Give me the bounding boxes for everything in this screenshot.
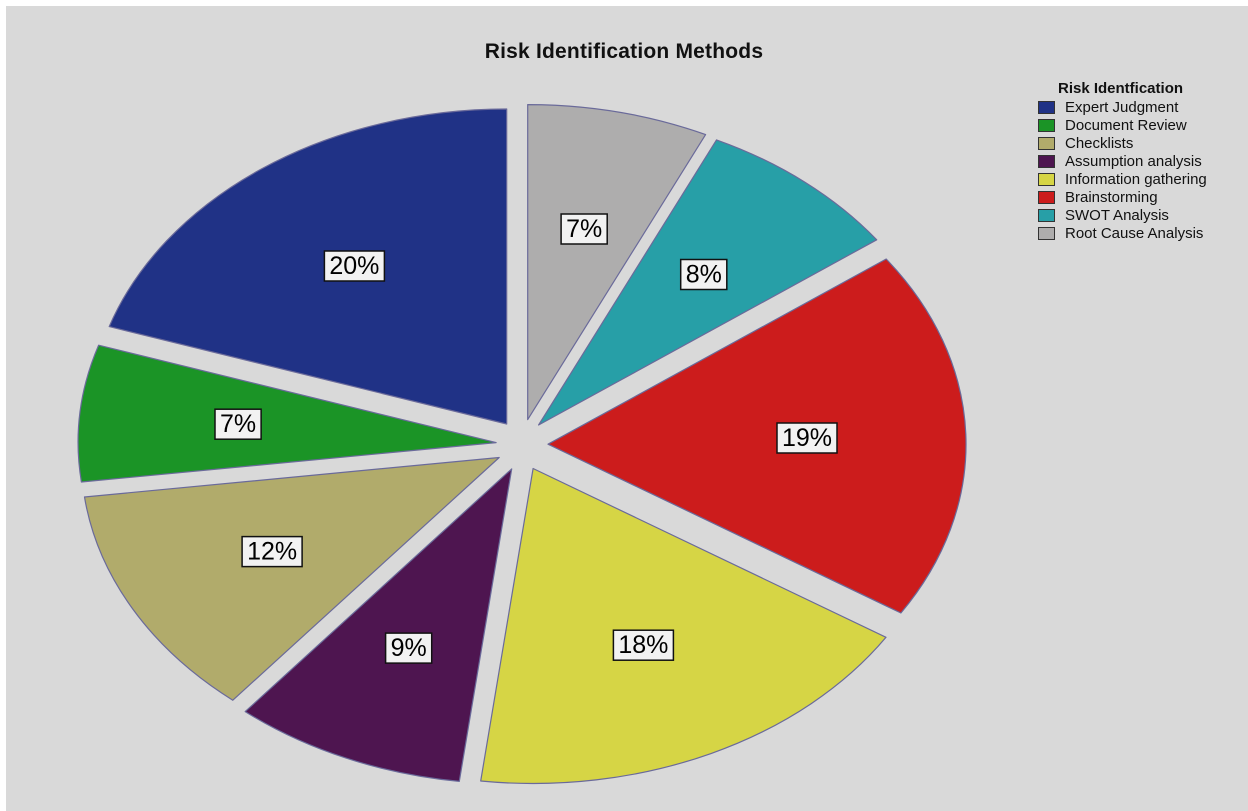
pie-slice-expert-judgment (108, 108, 508, 425)
pie-label-brainstorming: 19% (776, 422, 838, 454)
legend-label-root-cause-analysis: Root Cause Analysis (1065, 224, 1204, 242)
pie-label-root-cause-analysis: 7% (560, 213, 608, 245)
legend-items: Expert Judgment Document Review Checklists… (1038, 98, 1248, 242)
legend-swatch-checklists (1038, 136, 1055, 150)
pie-label-text-assumption-analysis: 9% (391, 634, 427, 662)
pie-label-text-information-gathering: 18% (618, 631, 668, 659)
pie-label-text-brainstorming: 19% (782, 424, 832, 452)
legend-swatch-information-gathering (1038, 172, 1055, 186)
legend-label-document-review: Document Review (1065, 116, 1187, 134)
legend-label-checklists: Checklists (1065, 134, 1134, 152)
pie-slice-information-gathering (480, 467, 887, 785)
legend-title: Risk Identfication (1058, 80, 1184, 97)
pie-label-checklists: 12% (241, 535, 303, 568)
pie-label-box-assumption-analysis (384, 632, 433, 664)
legend-label-swot-analysis: SWOT Analysis (1065, 206, 1169, 224)
pie-label-box-root-cause-analysis (560, 213, 608, 245)
legend-item-swot-analysis: SWOT Analysis (1038, 206, 1248, 224)
pie-label-document-review: 7% (214, 408, 262, 440)
pie-label-box-document-review (214, 408, 262, 440)
legend-item-root-cause-analysis: Root Cause Analysis (1038, 224, 1248, 242)
pie-slice-root-cause-analysis (527, 104, 707, 421)
legend-item-brainstorming: Brainstorming (1038, 188, 1248, 206)
pie-slice-document-review (77, 344, 497, 483)
legend-label-information-gathering: Information gathering (1065, 170, 1207, 188)
legend-item-information-gathering: Information gathering (1038, 170, 1248, 188)
legend-item-checklists: Checklists (1038, 134, 1248, 152)
legend-label-assumption-analysis: Assumption analysis (1065, 152, 1202, 170)
legend-swatch-document-review (1038, 118, 1055, 132)
pie-label-swot-analysis: 8% (679, 258, 728, 291)
pie-label-expert-judgment: 20% (323, 250, 386, 282)
pie-slice-brainstorming (547, 258, 967, 614)
pie-label-information-gathering: 18% (612, 629, 675, 661)
pie-label-text-document-review: 7% (220, 410, 256, 438)
pie-slice-checklists (83, 456, 500, 701)
legend-swatch-assumption-analysis (1038, 154, 1055, 168)
pie-label-text-checklists: 12% (247, 538, 297, 566)
legend-item-expert-judgment: Expert Judgment (1038, 98, 1248, 116)
legend-item-assumption-analysis: Assumption analysis (1038, 152, 1248, 170)
pie-label-box-swot-analysis (679, 258, 728, 291)
pie-label-text-expert-judgment: 20% (329, 252, 379, 280)
legend-item-document-review: Document Review (1038, 116, 1248, 134)
pie-label-box-checklists (241, 535, 303, 568)
legend-label-expert-judgment: Expert Judgment (1065, 98, 1179, 116)
pie-label-box-information-gathering (612, 629, 675, 661)
pie-label-text-root-cause-analysis: 7% (566, 215, 602, 243)
chart-title: Risk Identification Methods (484, 40, 764, 63)
legend-swatch-brainstorming (1038, 190, 1055, 204)
pie-label-text-swot-analysis: 8% (686, 261, 722, 289)
legend-label-brainstorming: Brainstorming (1065, 188, 1158, 206)
pie-label-assumption-analysis: 9% (384, 632, 433, 664)
pie-label-box-brainstorming (776, 422, 838, 454)
legend: Risk Identfication Expert Judgment Docume… (1038, 80, 1248, 242)
pie-label-box-expert-judgment (323, 250, 386, 282)
legend-swatch-swot-analysis (1038, 208, 1055, 222)
legend-swatch-expert-judgment (1038, 100, 1055, 114)
pie-slice-assumption-analysis (244, 468, 513, 782)
legend-swatch-root-cause-analysis (1038, 226, 1055, 240)
